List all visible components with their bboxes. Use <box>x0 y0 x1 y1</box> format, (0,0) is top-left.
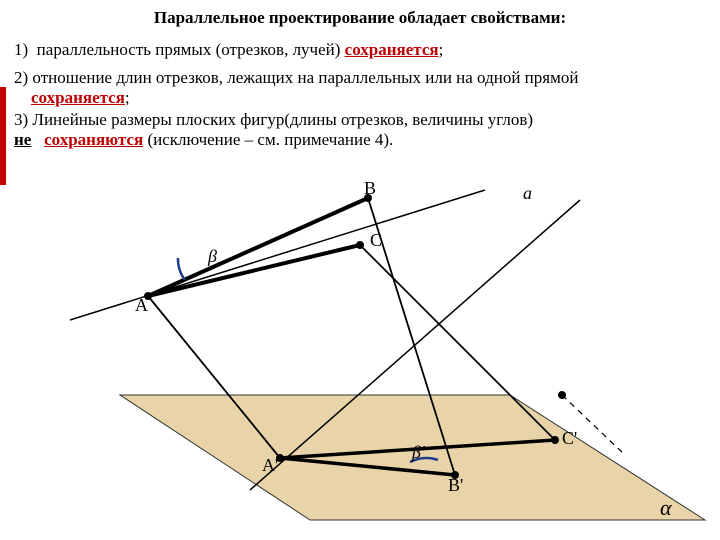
label-betap: β' <box>412 442 425 463</box>
label-a: a <box>523 183 532 204</box>
label-A: A <box>135 295 148 316</box>
label-C: C <box>370 230 382 251</box>
label-B: B <box>364 178 376 199</box>
label-beta: β <box>208 246 217 267</box>
geometry-diagram <box>0 0 720 540</box>
label-Cp: C' <box>562 428 577 449</box>
label-alpha: α <box>660 495 672 521</box>
label-Bp: B' <box>448 475 463 496</box>
label-Ap: A' <box>262 455 278 476</box>
